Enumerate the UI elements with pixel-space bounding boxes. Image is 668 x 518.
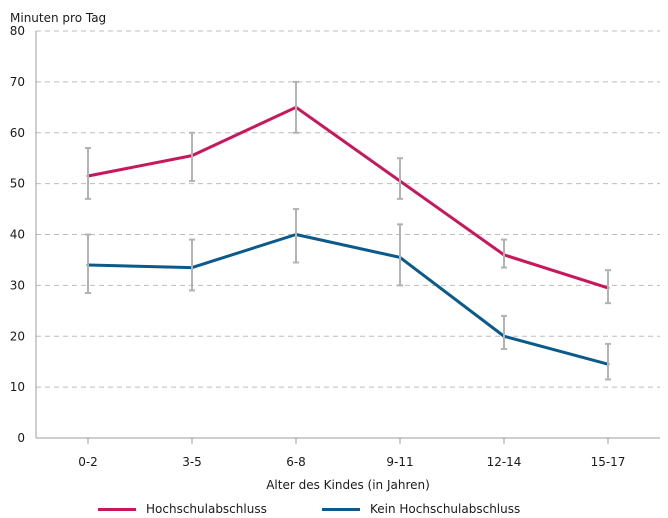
y-tick-label: 70 (10, 75, 25, 89)
legend: Hochschulabschluss Kein Hochschulabschlu… (0, 500, 668, 518)
legend-item-hochschulabschluss: Hochschulabschluss (98, 500, 267, 518)
grid-lines (36, 30, 660, 388)
legend-item-kein-hochschulabschluss: Kein Hochschulabschluss (322, 500, 520, 518)
series-line-kein-hochschulabschluss (86, 233, 610, 366)
x-tick-label: 0-2 (78, 455, 98, 469)
legend-label: Hochschulabschluss (146, 502, 267, 516)
y-tick-label: 80 (10, 24, 25, 38)
x-tick-label: 12-14 (487, 455, 522, 469)
y-tick-label: 20 (10, 329, 25, 343)
line-chart: Minuten pro Tag 0 10 20 30 40 50 60 70 80 0-2 3-5 6… (10, 11, 660, 492)
series-lines (86, 105, 610, 366)
y-axis-title: Minuten pro Tag (10, 11, 106, 25)
y-tick-label: 0 (17, 431, 25, 445)
y-tick-label: 10 (10, 380, 25, 394)
legend-label: Kein Hochschulabschluss (370, 502, 521, 516)
y-tick-label: 40 (10, 228, 25, 242)
series-line-hochschulabschluss (86, 105, 610, 290)
legend-swatch-hochschulabschluss (98, 507, 136, 511)
axes (35, 31, 660, 444)
error-bars (85, 80, 611, 381)
x-axis-title: Alter des Kindes (in Jahren) (266, 478, 430, 492)
y-tick-label: 30 (10, 278, 25, 292)
x-tick-label: 9-11 (386, 455, 413, 469)
tick-labels: 0 10 20 30 40 50 60 70 80 0-2 3-5 6-8 9-11 12-14 15-17 (10, 24, 626, 469)
y-tick-label: 50 (10, 177, 25, 191)
x-tick-label: 3-5 (182, 455, 202, 469)
legend-swatch-kein-hochschulabschluss (322, 507, 360, 511)
x-tick-label: 6-8 (286, 455, 306, 469)
y-tick-label: 60 (10, 126, 25, 140)
x-tick-label: 15-17 (591, 455, 626, 469)
